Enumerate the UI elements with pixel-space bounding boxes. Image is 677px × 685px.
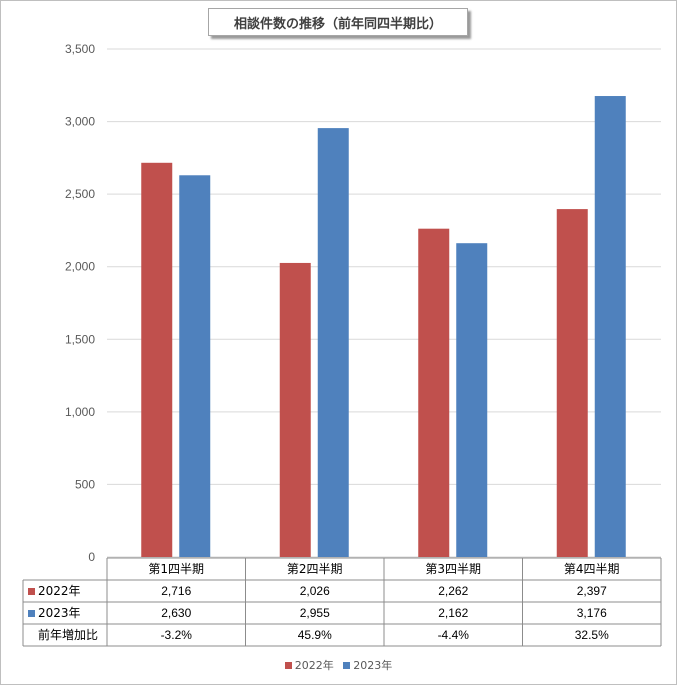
data-label: 2,397 xyxy=(577,584,607,598)
legend-swatch-2022 xyxy=(284,662,292,669)
y-tick-label: 0 xyxy=(88,550,95,564)
table-cell: -4.4% xyxy=(438,628,470,642)
table-row-label: 2022年 xyxy=(38,584,81,598)
bar xyxy=(456,243,488,557)
data-label: 2,026 xyxy=(300,584,330,598)
table-cell: 45.9% xyxy=(298,628,332,642)
data-label: 2,162 xyxy=(438,606,468,620)
y-tick-label: 3,500 xyxy=(65,42,95,56)
table-legend-swatch xyxy=(28,588,35,595)
x-category-label: 第4四半期 xyxy=(564,562,620,576)
table-row-label: 2023年 xyxy=(38,606,81,620)
chart-title: 相談件数の推移（前年同四半期比） xyxy=(208,8,468,36)
y-tick-label: 2,000 xyxy=(65,260,95,274)
bar xyxy=(279,262,311,557)
y-tick-label: 1,500 xyxy=(65,332,95,346)
chart-legend: 2022年 2023年 xyxy=(0,657,677,673)
bar xyxy=(594,96,626,558)
bar xyxy=(556,209,588,557)
table-row-label: 前年増加比 xyxy=(38,627,98,642)
y-tick-label: 2,500 xyxy=(65,187,95,201)
legend-label-2023: 2023年 xyxy=(353,659,393,672)
table-cell: 32.5% xyxy=(575,628,609,642)
data-label: 3,176 xyxy=(577,606,607,620)
data-label: 2,955 xyxy=(300,606,330,620)
data-label: 2,630 xyxy=(161,606,191,620)
y-tick-label: 500 xyxy=(75,477,95,491)
x-category-label: 第3四半期 xyxy=(425,562,481,576)
legend-item-2022: 2022年 xyxy=(284,657,334,673)
legend-label-2022: 2022年 xyxy=(294,659,334,672)
x-category-label: 第1四半期 xyxy=(148,562,204,576)
y-tick-label: 3,000 xyxy=(65,115,95,129)
data-label: 2,262 xyxy=(438,584,468,598)
bar xyxy=(179,175,211,557)
table-cell: -3.2% xyxy=(161,628,193,642)
table-legend-swatch xyxy=(28,610,35,617)
data-label: 2,716 xyxy=(161,584,191,598)
legend-swatch-2023 xyxy=(343,662,351,669)
x-category-label: 第2四半期 xyxy=(287,562,343,576)
bar xyxy=(418,228,450,557)
bar xyxy=(141,162,173,558)
legend-item-2023: 2023年 xyxy=(343,657,392,673)
bar xyxy=(317,128,349,558)
y-tick-label: 1,000 xyxy=(65,405,95,419)
